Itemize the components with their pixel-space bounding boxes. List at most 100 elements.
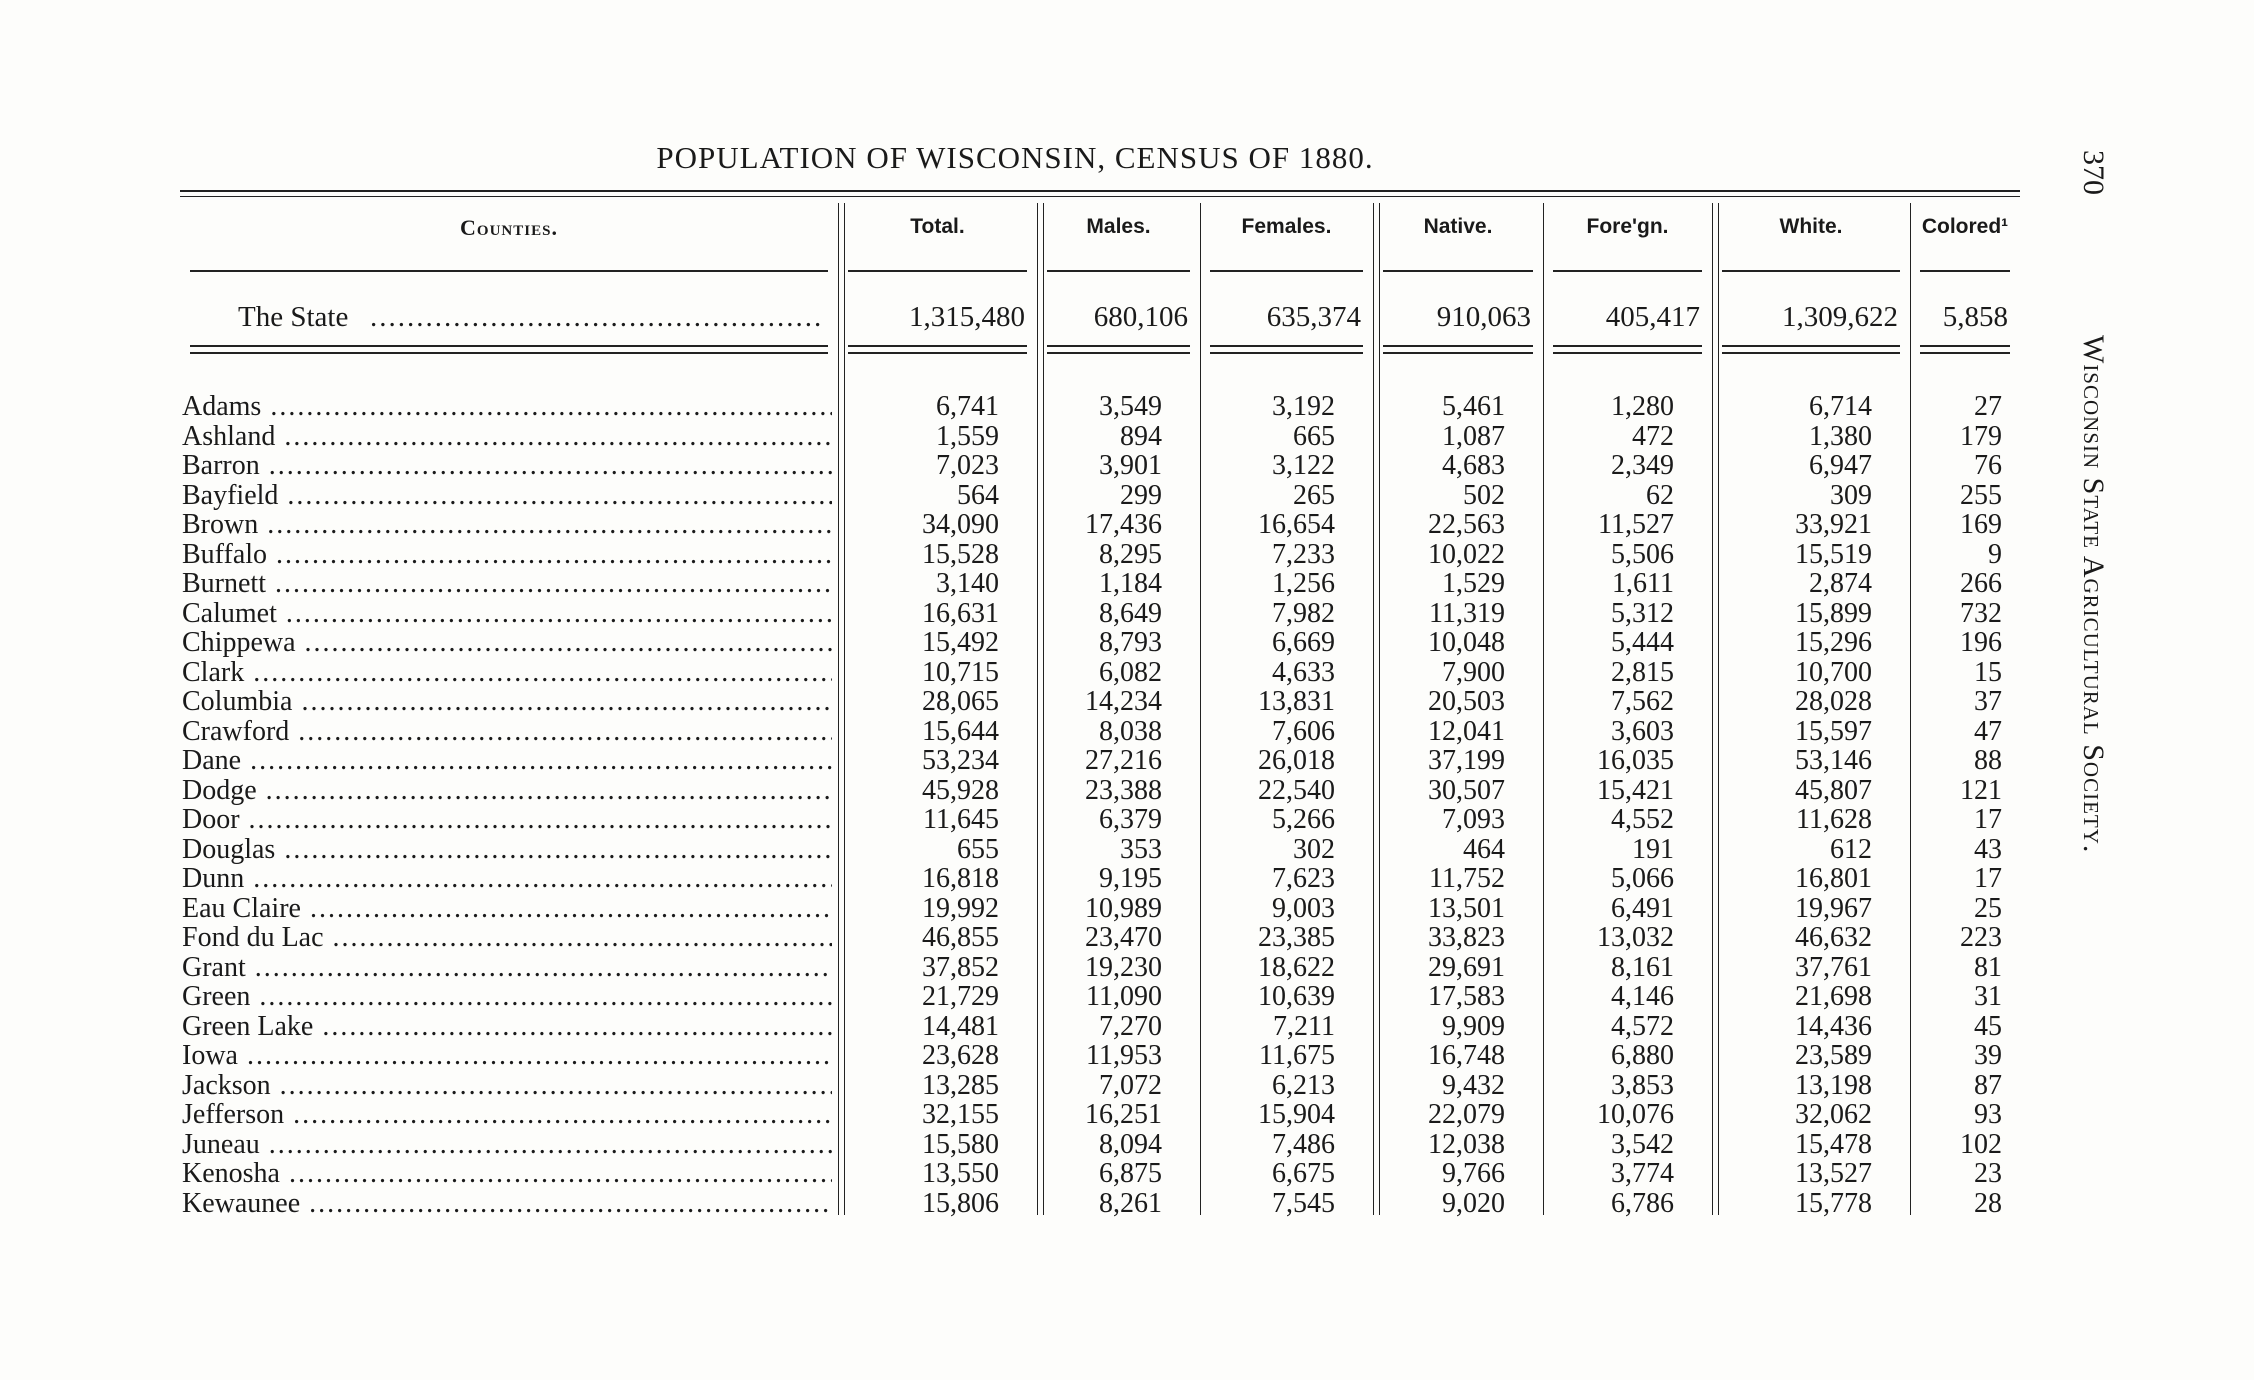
county-value: 7,982 (1272, 597, 1335, 629)
county-name: Burnett (182, 569, 832, 599)
county-value: 22,563 (1428, 509, 1505, 540)
state-rule (1722, 345, 1900, 354)
county-value: 7,900 (1442, 656, 1505, 688)
county-name: Grant (182, 953, 832, 983)
county-value: 88 (1974, 745, 2002, 776)
county-value: 15,644 (922, 715, 999, 747)
state-value: 5,858 (1942, 301, 2008, 333)
column-header: Native. (1423, 215, 1493, 238)
state-value: 680,106 (1093, 301, 1188, 333)
county-value: 3,901 (1099, 450, 1162, 481)
county-value: 45 (1974, 1010, 2002, 1042)
county-value: 19,230 (1085, 951, 1162, 983)
county-value: 10,715 (922, 656, 999, 688)
column-header: Counties. (460, 215, 558, 240)
county-value: 9,003 (1272, 892, 1335, 924)
header-rule (1047, 270, 1190, 272)
county-name: Eau Claire (182, 894, 832, 924)
county-value: 15,597 (1795, 715, 1872, 747)
state-value: 910,063 (1436, 301, 1531, 333)
state-value: 405,417 (1605, 301, 1700, 333)
county-value: 11,628 (1796, 804, 1872, 835)
county-value: 9,766 (1442, 1158, 1505, 1189)
county-value: 30,507 (1428, 774, 1505, 806)
county-value: 43 (1974, 833, 2002, 865)
state-name: The State (238, 301, 349, 333)
county-value: 18,622 (1258, 951, 1335, 983)
county-value: 7,023 (936, 450, 999, 481)
county-value: 6,669 (1272, 627, 1335, 658)
county-value: 15,904 (1258, 1099, 1335, 1130)
county-value: 46,855 (922, 922, 999, 953)
county-value: 196 (1960, 627, 2002, 658)
county-value: 11,953 (1086, 1040, 1162, 1071)
county-value: 28 (1974, 1187, 2002, 1219)
county-value: 87 (1974, 1069, 2002, 1101)
county-value: 1,380 (1809, 420, 1872, 452)
county-value: 464 (1463, 833, 1505, 865)
state-rule (1553, 345, 1702, 354)
county-value: 34,090 (922, 509, 999, 540)
state-rule (1383, 345, 1533, 354)
county-value: 12,038 (1428, 1128, 1505, 1160)
county-value: 19,992 (922, 892, 999, 924)
column-divider (1037, 203, 1038, 1215)
county-value: 13,831 (1258, 686, 1335, 717)
county-value: 6,082 (1099, 656, 1162, 688)
county-value: 25 (1974, 892, 2002, 924)
county-value: 6,880 (1611, 1040, 1674, 1071)
county-value: 7,606 (1272, 715, 1335, 747)
county-value: 15,899 (1795, 597, 1872, 629)
page-number: 370 (2077, 150, 2110, 195)
county-value: 9,195 (1099, 863, 1162, 894)
county-value: 564 (957, 479, 999, 511)
county-value: 11,675 (1259, 1040, 1335, 1071)
state-rule (1210, 345, 1363, 354)
county-value: 3,774 (1611, 1158, 1674, 1189)
header-rule (1553, 270, 1702, 272)
county-value: 3,140 (936, 568, 999, 599)
column-header: Colored¹ (1921, 215, 2009, 238)
county-value: 17 (1974, 863, 2002, 894)
header-rule (1210, 270, 1363, 272)
county-name: Columbia (182, 687, 832, 717)
column-divider (1718, 203, 1719, 1215)
county-value: 4,572 (1611, 1010, 1674, 1042)
county-value: 6,675 (1272, 1158, 1335, 1189)
county-value: 179 (1960, 420, 2002, 452)
county-value: 9,020 (1442, 1187, 1505, 1219)
county-value: 16,801 (1795, 863, 1872, 894)
county-value: 3,192 (1272, 391, 1335, 422)
county-value: 31 (1974, 981, 2002, 1012)
county-value: 9 (1988, 538, 2002, 570)
column-divider (1043, 203, 1044, 1215)
county-name: Kewaunee (182, 1189, 832, 1219)
county-value: 7,545 (1272, 1187, 1335, 1219)
county-value: 19,967 (1795, 892, 1872, 924)
county-value: 1,529 (1442, 568, 1505, 599)
county-value: 12,041 (1428, 715, 1505, 747)
county-name: Adams (182, 392, 832, 422)
county-value: 191 (1632, 833, 1674, 865)
header-rule (1722, 270, 1900, 272)
header-rule (190, 270, 828, 272)
header-rule (1383, 270, 1533, 272)
county-value: 10,076 (1597, 1099, 1674, 1130)
county-value: 22,079 (1428, 1099, 1505, 1130)
county-value: 8,295 (1099, 538, 1162, 570)
county-value: 169 (1960, 509, 2002, 540)
column-divider (844, 203, 845, 1215)
county-value: 27,216 (1085, 745, 1162, 776)
county-value: 39 (1974, 1040, 2002, 1071)
county-value: 265 (1293, 479, 1335, 511)
county-name: Douglas (182, 835, 832, 865)
county-value: 17,583 (1428, 981, 1505, 1012)
state-rule (848, 345, 1027, 354)
column-divider (838, 203, 839, 1215)
county-value: 13,032 (1597, 922, 1674, 953)
county-value: 13,285 (922, 1069, 999, 1101)
county-value: 8,161 (1611, 951, 1674, 983)
county-value: 10,048 (1428, 627, 1505, 658)
county-value: 21,729 (922, 981, 999, 1012)
county-value: 8,261 (1099, 1187, 1162, 1219)
